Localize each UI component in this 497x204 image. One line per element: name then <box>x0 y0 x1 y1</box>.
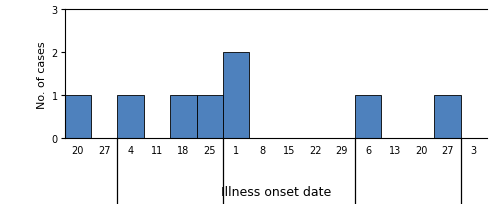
Bar <box>434 96 461 139</box>
Bar <box>65 96 91 139</box>
Bar <box>197 96 223 139</box>
Bar <box>117 96 144 139</box>
Bar <box>223 53 249 139</box>
Y-axis label: No. of cases: No. of cases <box>37 41 47 108</box>
Bar <box>170 96 197 139</box>
X-axis label: Illness onset date: Illness onset date <box>221 185 331 198</box>
Bar <box>355 96 382 139</box>
